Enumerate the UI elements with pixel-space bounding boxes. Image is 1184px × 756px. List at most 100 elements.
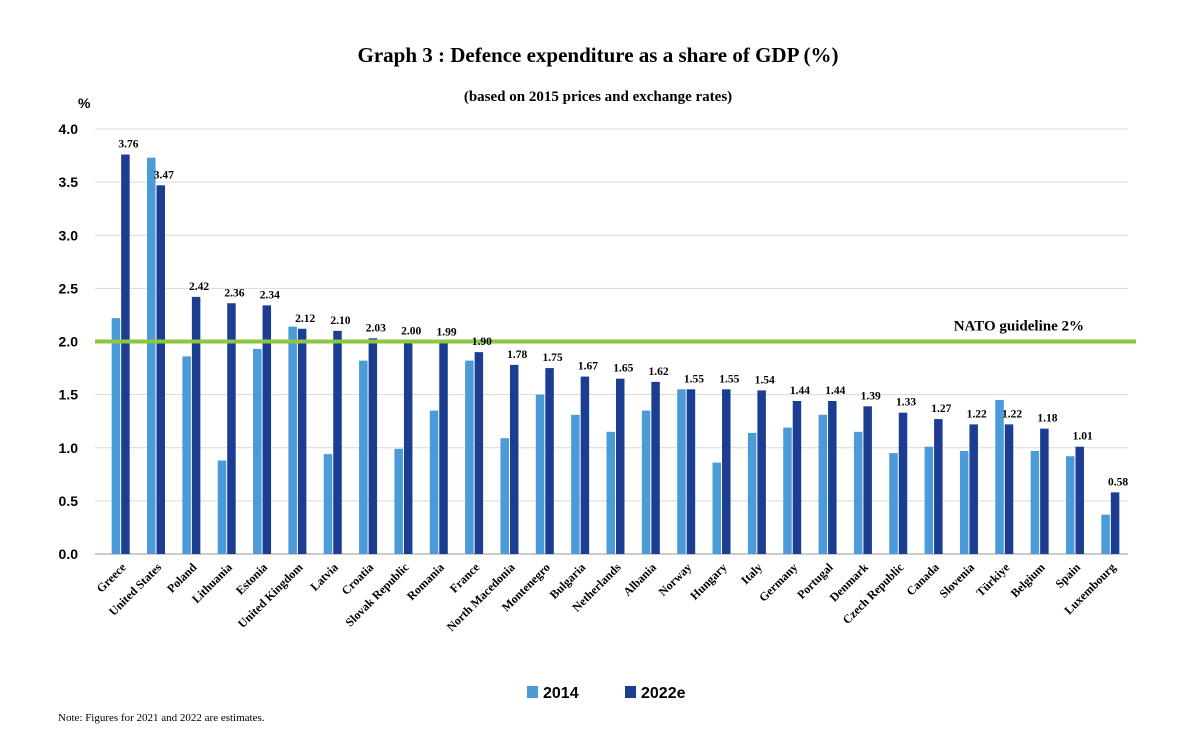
data-label-2022e: 1.90: [472, 336, 492, 348]
bar-2014: [111, 318, 121, 554]
data-label-2022e: 1.75: [542, 352, 562, 364]
category-label: Latvia: [307, 560, 340, 593]
bar-2022e: [580, 376, 590, 554]
category-label: Slovak Republic: [342, 560, 412, 630]
y-tick-label: 2.5: [59, 280, 79, 296]
bar-2022e: [1004, 424, 1014, 554]
y-axis-ticks: 0.0 0.5 1.0 1.5 2.0 2.5 3.0 3.5 4.0: [59, 121, 79, 562]
category-label: Spain: [1052, 560, 1083, 591]
bar-2022e: [686, 389, 696, 554]
data-label-2022e: 1.54: [755, 374, 775, 386]
bar-2014: [571, 414, 580, 554]
category-label: Germany: [756, 560, 800, 604]
bar-2014: [394, 448, 403, 554]
bar-2022e: [191, 296, 201, 554]
bar-2014: [465, 360, 474, 554]
y-tick-label: 3.5: [59, 174, 79, 190]
category-label: Canada: [904, 560, 942, 598]
data-labels: 3.76 3.47 2.42 2.36 2.34 2.12 2.10 2.03 2.00 1.99…: [118, 139, 1128, 489]
y-axis-unit-label: %: [78, 95, 91, 111]
bar-2014: [924, 446, 934, 554]
data-label-2022e: 1.39: [861, 390, 881, 402]
bar-2022e: [368, 338, 378, 554]
data-label-2022e: 1.99: [436, 327, 456, 339]
category-label: United Kingdom: [235, 560, 305, 630]
y-tick-label: 0.0: [59, 546, 79, 562]
data-label-2022e: 2.00: [401, 326, 421, 338]
category-label: Italy: [738, 560, 765, 587]
data-label-2022e: 2.36: [224, 287, 244, 299]
nato-guideline-label: NATO guideline 2%: [954, 319, 1084, 335]
bar-2022e: [121, 154, 130, 554]
bar-2022e: [651, 381, 660, 554]
data-label-2022e: 3.76: [118, 139, 138, 151]
data-label-2022e: 2.34: [260, 289, 280, 301]
bar-2022e: [545, 368, 554, 554]
bar-2014: [253, 348, 262, 554]
data-label-2022e: 2.12: [295, 313, 315, 325]
bar-2014: [182, 356, 191, 554]
bar-2022e: [616, 378, 625, 554]
bar-2014: [995, 399, 1004, 554]
bar-2022e: [1040, 428, 1049, 554]
bar-2022e: [1110, 492, 1120, 554]
bar-2022e: [333, 330, 342, 554]
legend-label-2014: 2014: [543, 685, 579, 702]
bar-2014: [1030, 450, 1040, 554]
y-tick-label: 1.0: [59, 440, 79, 456]
legend-label-2022e: 2022e: [641, 685, 686, 702]
y-tick-label: 1.5: [59, 387, 79, 403]
bar-2014: [323, 454, 333, 554]
bar-2022e: [863, 406, 872, 554]
bar-2014: [429, 410, 439, 554]
data-label-2022e: 1.18: [1037, 413, 1057, 425]
bar-2022e: [1075, 446, 1084, 554]
bar-2022e: [509, 364, 519, 554]
y-tick-label: 2.0: [59, 334, 79, 350]
bar-2014: [712, 462, 722, 554]
bar-2022e: [969, 424, 978, 554]
bar-2014: [641, 410, 651, 554]
bar-2022e: [297, 328, 307, 554]
data-label-2022e: 2.42: [189, 281, 209, 293]
bar-2014: [147, 157, 156, 554]
y-tick-label: 4.0: [59, 121, 79, 137]
data-label-2022e: 1.62: [649, 366, 669, 378]
category-label: Hungary: [687, 560, 729, 602]
bar-2022e: [439, 342, 448, 554]
chart-title: Graph 3 : Defence expenditure as a share…: [357, 43, 838, 67]
data-label-2022e: 1.33: [896, 397, 916, 409]
bar-2022e: [757, 390, 766, 554]
bar-2014: [606, 431, 615, 554]
data-label-2022e: 1.01: [1073, 431, 1093, 443]
data-label-2022e: 2.03: [366, 322, 386, 334]
legend: 2014 2022e: [527, 685, 686, 702]
chart-subtitle: (based on 2015 prices and exchange rates…: [464, 89, 732, 105]
bar-2014: [1065, 456, 1075, 554]
data-label-2022e: 1.44: [790, 385, 810, 397]
data-label-2022e: 1.22: [1002, 408, 1022, 420]
bar-2022e: [403, 341, 413, 554]
data-label-2022e: 1.55: [719, 373, 739, 385]
category-label: Albania: [620, 560, 659, 599]
y-tick-label: 3.0: [59, 227, 79, 243]
data-label-2022e: 3.47: [154, 169, 174, 181]
bar-2014: [500, 438, 509, 554]
data-label-2022e: 1.44: [825, 385, 845, 397]
bar-2014: [535, 394, 545, 554]
category-label: Slovenia: [937, 560, 978, 601]
bar-2014: [783, 427, 792, 554]
category-label: Czech Republic: [840, 560, 907, 627]
bar-2022e: [792, 401, 802, 554]
bar-2014: [359, 360, 368, 554]
bar-2014: [747, 432, 757, 554]
category-label: Belgium: [1008, 560, 1048, 600]
category-label: Romania: [404, 560, 447, 603]
bar-2014: [288, 326, 297, 554]
nato-guideline: NATO guideline 2%: [95, 319, 1136, 344]
legend-swatch-2014: [527, 686, 538, 698]
data-label-2022e: 1.67: [578, 361, 598, 373]
bar-2022e: [898, 412, 908, 554]
